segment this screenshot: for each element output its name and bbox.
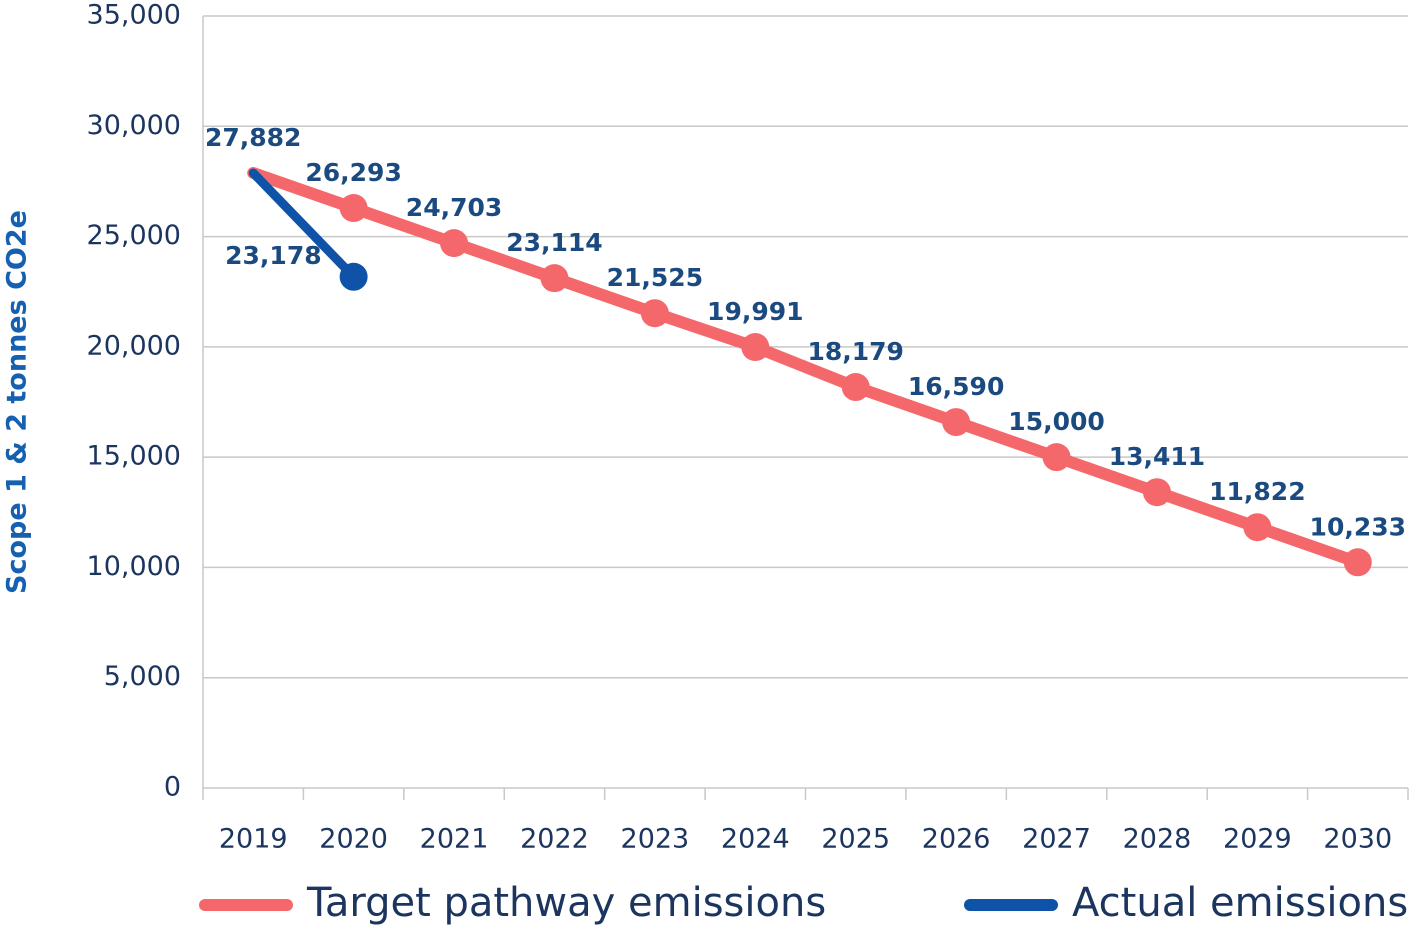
data-label: 10,233 — [1310, 512, 1406, 541]
x-tick-label: 2030 — [1323, 824, 1392, 855]
x-tick-label: 2027 — [1022, 824, 1091, 855]
data-label: 11,822 — [1209, 477, 1305, 506]
x-tick-label: 2028 — [1123, 824, 1192, 855]
data-label: 23,178 — [225, 241, 321, 270]
data-label: 27,882 — [205, 123, 301, 152]
x-tick-label: 2023 — [621, 824, 690, 855]
data-label: 23,114 — [506, 228, 602, 257]
data-label: 21,525 — [607, 263, 703, 292]
x-tick-label: 2021 — [420, 824, 489, 855]
data-label: 26,293 — [305, 158, 401, 187]
data-point — [1343, 548, 1372, 577]
data-label: 18,179 — [807, 337, 903, 366]
data-point — [440, 229, 469, 258]
data-point — [540, 264, 569, 293]
y-tick-label: 25,000 — [87, 220, 181, 251]
data-point — [339, 194, 368, 223]
x-tick-label: 2025 — [821, 824, 890, 855]
y-tick-label: 10,000 — [87, 551, 181, 582]
data-point — [339, 262, 368, 291]
y-tick-label: 30,000 — [87, 110, 181, 141]
data-point — [841, 373, 870, 402]
data-point — [1042, 443, 1071, 472]
data-label: 13,411 — [1109, 442, 1205, 471]
legend-label: Target pathway emissions — [306, 880, 826, 926]
x-tick-label: 2026 — [922, 824, 991, 855]
data-point — [640, 299, 669, 328]
x-tick-label: 2020 — [319, 824, 388, 855]
data-point — [741, 333, 770, 362]
series-line — [247, 167, 1364, 569]
legend-label: Actual emissions — [1072, 880, 1408, 926]
y-axis-label: Scope 1 & 2 tonnes CO2e — [2, 210, 33, 594]
data-label: 16,590 — [908, 372, 1004, 401]
data-label: 15,000 — [1008, 407, 1104, 436]
x-tick-label: 2029 — [1223, 824, 1292, 855]
y-tick-label: 20,000 — [87, 330, 181, 361]
y-tick-label: 15,000 — [87, 441, 181, 472]
x-tick-label: 2022 — [520, 824, 589, 855]
data-label: 24,703 — [406, 193, 502, 222]
y-tick-label: 5,000 — [104, 661, 181, 692]
data-point — [1142, 478, 1171, 507]
data-point — [1243, 513, 1272, 542]
series-line — [248, 168, 359, 282]
data-point — [942, 408, 971, 437]
data-label: 19,991 — [707, 297, 803, 326]
x-tick-label: 2019 — [219, 824, 288, 855]
y-tick-label: 0 — [164, 772, 181, 803]
x-tick-label: 2024 — [721, 824, 790, 855]
y-tick-label: 35,000 — [87, 0, 181, 31]
